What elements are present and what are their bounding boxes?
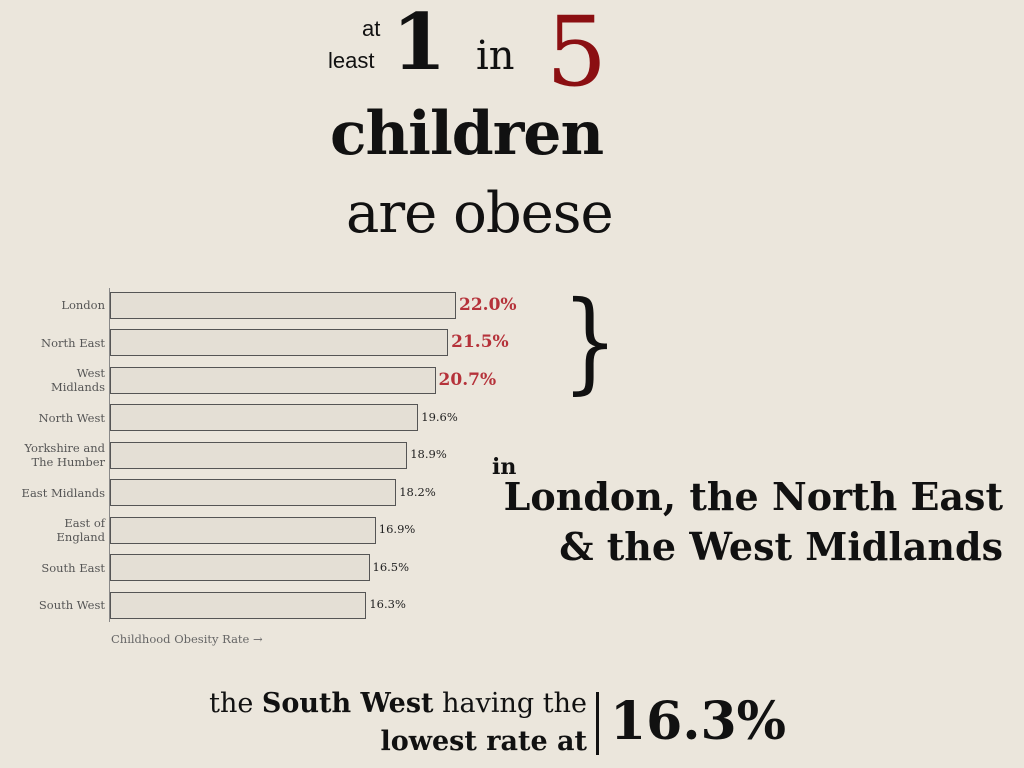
value-label: 16.3% — [369, 597, 406, 611]
y-tick-label: London — [61, 298, 105, 312]
value-label: 19.6% — [421, 409, 458, 424]
footer-text: South West — [261, 688, 434, 719]
footer-line-2: lowest rate at — [380, 726, 588, 757]
bar — [110, 366, 436, 394]
value-label: 16.5% — [372, 559, 410, 574]
bar — [110, 516, 376, 544]
y-tick-label: East Midlands — [21, 485, 105, 500]
y-tick-label: South East — [41, 560, 105, 575]
value-label: 22.0% — [459, 294, 517, 315]
footer-text: having the — [442, 688, 587, 719]
x-axis-label: Childhood Obesity Rate → — [111, 632, 263, 646]
footer-line-1: the South West having the — [209, 690, 587, 717]
callout-in: in — [492, 454, 517, 480]
brace: } — [562, 277, 618, 405]
axis-line — [109, 288, 110, 622]
bar — [110, 591, 367, 619]
callout-line-2: & the West Midlands — [559, 524, 1003, 569]
y-tick-label: West Midlands — [50, 366, 105, 394]
divider — [596, 692, 599, 755]
headline-least: least — [328, 48, 375, 73]
headline-at: at — [362, 16, 381, 41]
headline-children: children — [330, 99, 604, 169]
y-tick-label: South West — [38, 598, 105, 612]
y-tick-label: North East — [41, 335, 105, 350]
value-label: 20.7% — [438, 369, 497, 390]
headline-in: in — [476, 33, 515, 79]
bar — [110, 404, 419, 431]
value-label: 18.2% — [399, 484, 436, 499]
value-label: 21.5% — [451, 332, 509, 352]
value-label: 16.9% — [378, 522, 416, 536]
headline-five: 5 — [546, 0, 608, 108]
value-label: 18.9% — [410, 447, 447, 461]
bar — [110, 554, 370, 581]
bar — [110, 291, 456, 319]
headline-one: 1 — [392, 0, 447, 88]
bar — [110, 479, 397, 506]
y-tick-label: East of England — [56, 516, 105, 544]
headline-are-obese: are obese — [346, 181, 614, 246]
y-tick-label: Yorkshire and The Humber — [24, 441, 105, 469]
y-tick-label: North West — [38, 410, 105, 425]
callout-line-1: London, the North East — [503, 474, 1003, 519]
footer-text: the — [209, 688, 254, 719]
bar — [110, 329, 449, 356]
bar — [110, 441, 408, 469]
footer-figure: 16.3% — [610, 691, 787, 752]
